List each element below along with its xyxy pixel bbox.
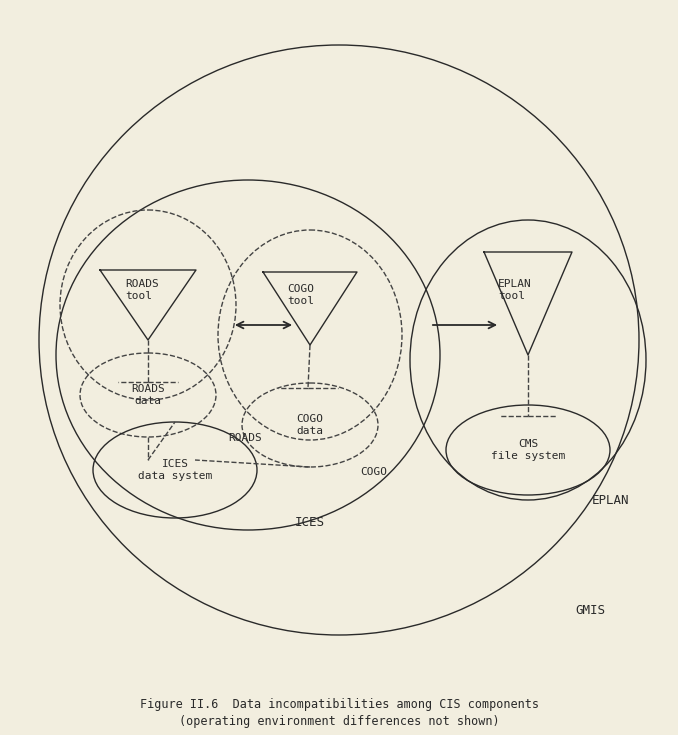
Text: GMIS: GMIS	[575, 603, 605, 617]
Text: Figure II.6  Data incompatibilities among CIS components
(operating environment : Figure II.6 Data incompatibilities among…	[140, 698, 538, 728]
Text: ROADS: ROADS	[228, 433, 262, 443]
Text: COGO: COGO	[360, 467, 387, 477]
Text: ROADS
tool: ROADS tool	[125, 279, 159, 301]
Text: ICES: ICES	[295, 515, 325, 528]
Text: ROADS
data: ROADS data	[131, 384, 165, 406]
Text: EPLAN
tool: EPLAN tool	[498, 279, 532, 301]
Text: COGO
tool: COGO tool	[287, 284, 314, 306]
Text: ICES
data system: ICES data system	[138, 459, 212, 481]
Text: EPLAN: EPLAN	[592, 493, 629, 506]
Text: CMS
file system: CMS file system	[491, 439, 565, 461]
Text: COGO
data: COGO data	[296, 414, 323, 436]
